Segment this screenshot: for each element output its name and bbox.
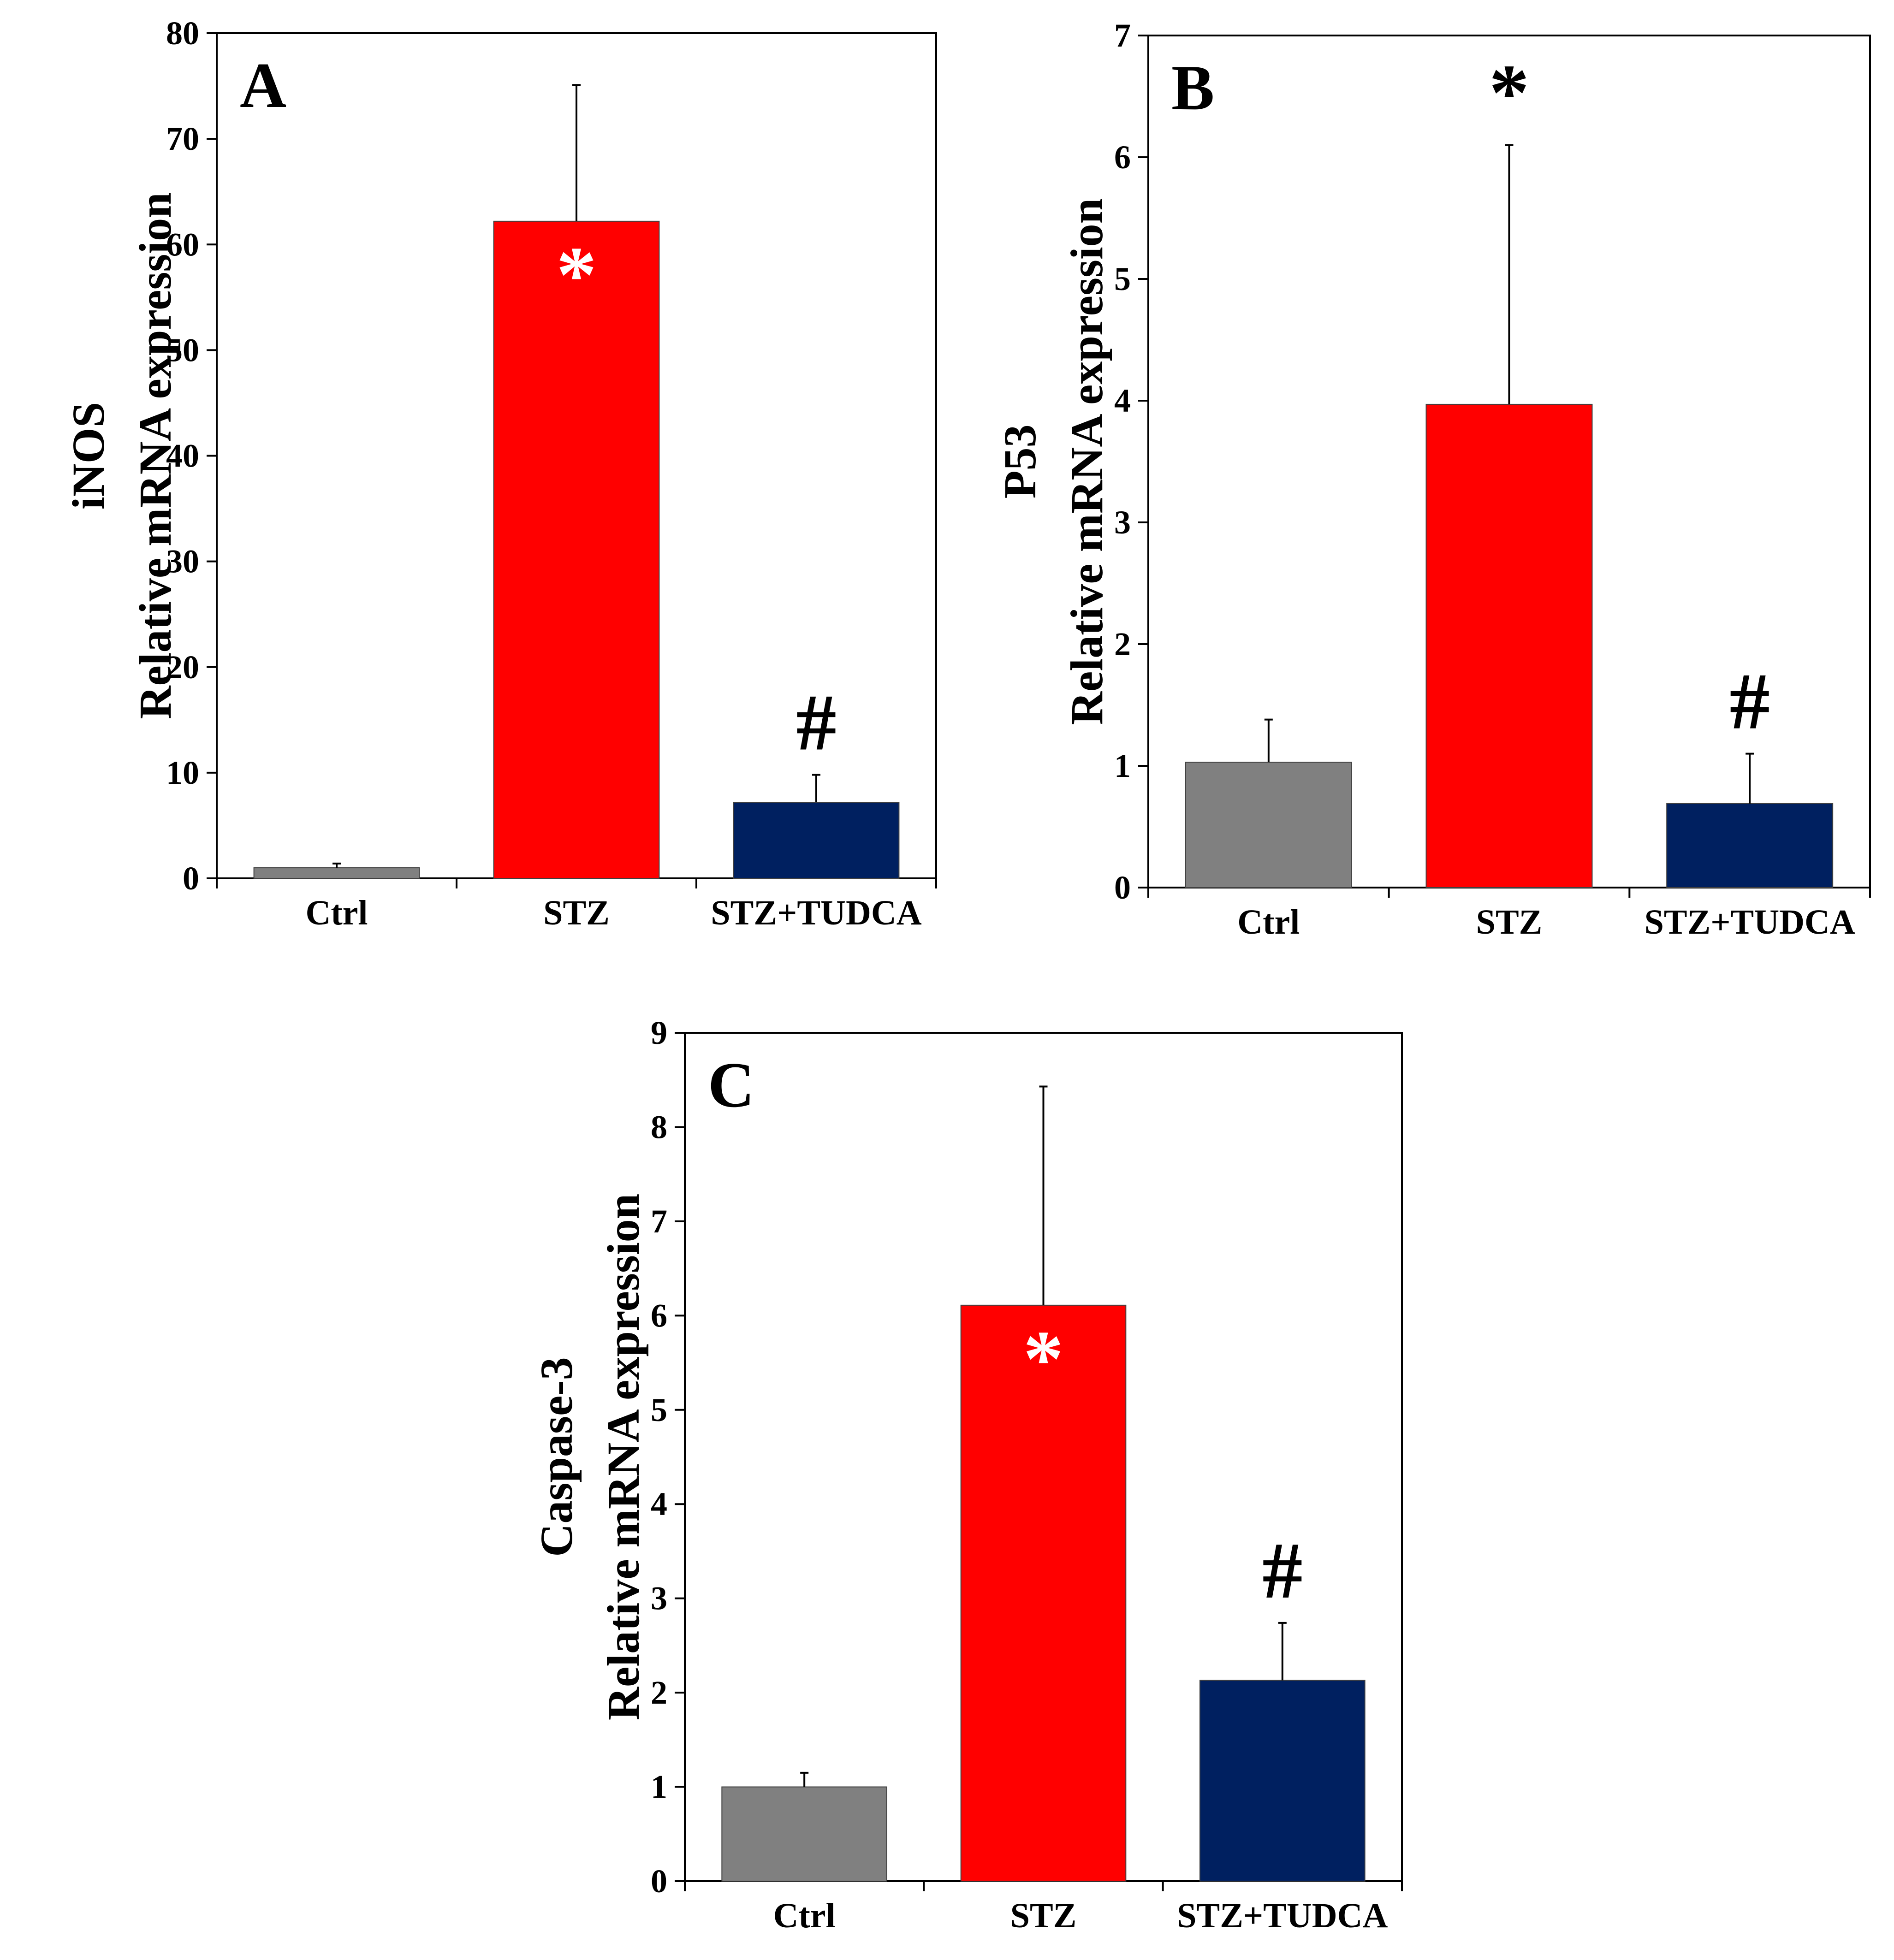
y-tick-label: 30 (166, 543, 199, 580)
y-axis-label: Relative mRNA expression (598, 1194, 649, 1720)
y-tick-label: 40 (166, 438, 199, 474)
y-tick-label: 3 (1114, 504, 1131, 541)
panel-a: 0 10 20 30 40 50 60 70 80 Ctrl STZ STZ+TUDCA * # AiNOS… (63, 15, 937, 932)
y-tick-label: 5 (1114, 261, 1131, 297)
x-category-label: Ctrl (1237, 903, 1300, 942)
panel-letter: A (240, 50, 286, 121)
y-tick-label: 10 (166, 754, 199, 791)
x-category-label: STZ+TUDCA (1177, 1896, 1388, 1935)
y-tick-label: 7 (651, 1203, 667, 1240)
bar-stz (1425, 403, 1593, 888)
x-category-label: STZ+TUDCA (1645, 903, 1855, 942)
y-tick-label: 20 (166, 649, 199, 686)
bar-stz (960, 1304, 1127, 1882)
y-tick-label: 2 (651, 1674, 667, 1711)
y-tick-label: 0 (651, 1863, 667, 1900)
y-tick-label: 5 (651, 1392, 667, 1428)
panel-letter: C (708, 1049, 754, 1121)
x-category-label: Ctrl (305, 894, 368, 932)
significance-hash: # (1262, 1526, 1303, 1615)
significance-hash: # (1729, 657, 1770, 746)
bar-stz-tudca (1199, 1680, 1366, 1882)
y-tick-label: 1 (651, 1769, 667, 1806)
y-tick-label: 50 (166, 332, 199, 368)
y-tick-label: 7 (1114, 17, 1131, 54)
x-category-label: STZ (1010, 1896, 1077, 1935)
y-tick-label: 60 (166, 226, 199, 263)
x-category-label: STZ (1476, 903, 1543, 942)
y-tick-label: 80 (166, 15, 199, 52)
y-tick-label: 6 (651, 1297, 667, 1334)
x-category-label: STZ (543, 894, 610, 932)
y-tick-label: 8 (651, 1108, 667, 1145)
bar-stz-tudca (1666, 803, 1834, 888)
x-category-label: STZ+TUDCA (711, 894, 921, 932)
bar-ctrl (721, 1786, 887, 1882)
significance-hash: # (796, 677, 837, 767)
x-category-label: Ctrl (773, 1896, 836, 1935)
y-axis-label-gene: Caspase-3 (531, 1357, 582, 1557)
y-tick-label: 2 (1114, 626, 1131, 663)
panel-b: 0 1 2 3 4 5 6 7 Ctrl STZ STZ+TUDCA * # B P53 Relative m… (994, 17, 1871, 942)
y-tick-label: 0 (1114, 869, 1131, 906)
panel-c: 0 1 2 3 4 5 6 7 8 9 Ctrl STZ STZ+TUDCA * # C Caspase-3 Re… (531, 1014, 1403, 1935)
y-tick-label: 4 (651, 1486, 667, 1522)
y-tick-label: 9 (651, 1014, 667, 1051)
y-tick-label: 1 (1114, 747, 1131, 784)
significance-asterisk: * (1489, 48, 1530, 137)
y-axis-label: Relative mRNA expression (1061, 198, 1112, 725)
bar-ctrl (1185, 762, 1352, 888)
significance-asterisk: * (1023, 1314, 1064, 1403)
significance-asterisk: * (556, 230, 597, 320)
bar-stz-tudca (733, 802, 900, 879)
y-tick-label: 3 (651, 1580, 667, 1617)
panel-letter: B (1171, 52, 1214, 124)
y-axis-label: Relative mRNA expression (130, 192, 181, 719)
y-tick-label: 70 (166, 120, 199, 157)
y-axis-label-gene: P53 (994, 424, 1045, 498)
y-tick-label: 6 (1114, 139, 1131, 176)
y-tick-label: 4 (1114, 382, 1131, 419)
bar-ctrl (253, 867, 420, 879)
bar-stz (493, 220, 660, 879)
y-axis-label-gene: iNOS (63, 402, 114, 509)
y-tick-label: 0 (183, 860, 199, 897)
